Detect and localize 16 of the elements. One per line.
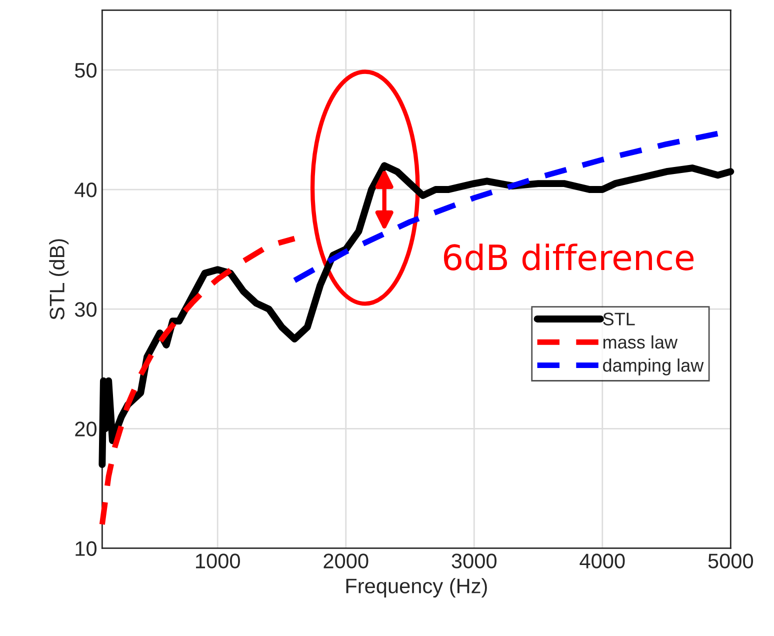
- y-tick-label: 10: [76, 541, 96, 556]
- legend-label: mass law: [603, 335, 678, 349]
- y-tick-label: 20: [75, 422, 96, 436]
- y-tick-label: 40: [74, 182, 96, 198]
- legend-label: STL: [603, 312, 635, 326]
- y-axis-title: STL (dB): [49, 239, 69, 320]
- x-tick-label: 1000: [196, 554, 240, 568]
- x-axis-title: Frequency (Hz): [346, 578, 487, 598]
- y-tick-label: 50: [74, 62, 96, 78]
- x-tick-label: 5000: [708, 554, 754, 568]
- y-tick-label: 30: [74, 302, 96, 317]
- x-tick-label: 3000: [452, 554, 496, 568]
- x-tick-label: 2000: [324, 554, 368, 568]
- annotation: 6dB difference: [444, 244, 694, 270]
- legend-label: damping law: [603, 358, 704, 376]
- x-tick-label: 4000: [580, 554, 625, 568]
